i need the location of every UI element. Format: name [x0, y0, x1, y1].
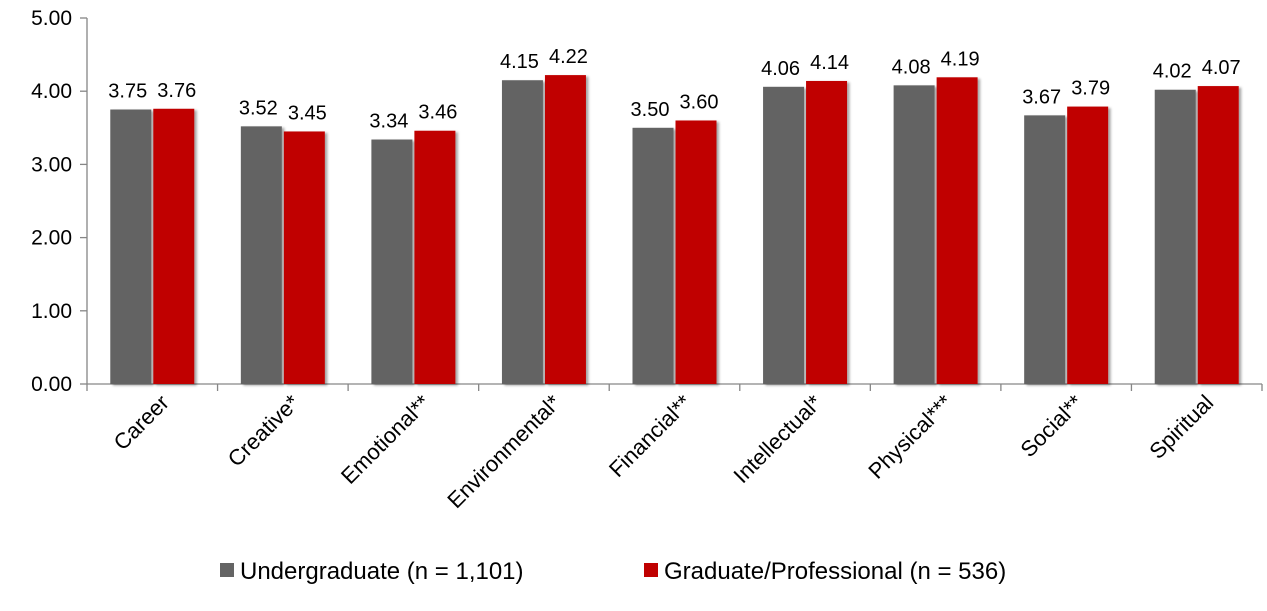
bar-undergraduate-0	[110, 109, 152, 384]
legend-label-graduate: Graduate/Professional (n = 536)	[664, 558, 1006, 585]
category-label: Spiritual	[1144, 390, 1218, 464]
y-axis: 0.00 1.00 2.00 3.00 4.00 5.00	[31, 7, 88, 396]
data-label: 4.06	[761, 58, 800, 80]
legend-swatch-undergraduate	[220, 563, 234, 577]
bar-graduate-7	[1067, 106, 1109, 385]
data-label: 3.79	[1071, 78, 1110, 100]
bar-graduate-3	[544, 75, 586, 384]
bar-undergraduate-4	[632, 127, 674, 385]
bar-undergraduate-7	[1024, 115, 1066, 384]
category-label: Environmental*	[442, 390, 565, 513]
category-labels-group: Career Creative* Emotional** Environmental*…	[109, 390, 1219, 513]
legend: Undergraduate (n = 1,101) Graduate/Profes…	[220, 558, 1006, 585]
bar-undergraduate-2	[371, 139, 413, 384]
bar-undergraduate-8	[1154, 89, 1196, 385]
category-label: Creative*	[223, 390, 305, 472]
data-label: 4.22	[549, 46, 588, 68]
bar-graduate-2	[414, 130, 456, 384]
legend-label-undergraduate: Undergraduate (n = 1,101)	[240, 558, 524, 585]
category-label: Social**	[1016, 390, 1088, 462]
bar-undergraduate-6	[893, 85, 935, 385]
category-label: Career	[109, 390, 174, 455]
data-label: 4.14	[810, 52, 849, 74]
bar-undergraduate-1	[240, 126, 282, 384]
category-label: Financial**	[604, 390, 696, 482]
data-label: 3.60	[680, 91, 719, 113]
data-label: 4.08	[892, 56, 931, 78]
data-label: 4.07	[1202, 57, 1241, 79]
data-label: 3.76	[157, 80, 196, 102]
category-label: Intellectual*	[728, 390, 826, 488]
bar-undergraduate-5	[763, 86, 805, 385]
y-tick-label: 0.00	[31, 373, 72, 396]
y-tick-label: 3.00	[31, 153, 72, 176]
data-label: 3.52	[239, 97, 278, 119]
data-label: 4.02	[1153, 61, 1192, 83]
bar-graduate-6	[936, 77, 978, 385]
y-tick-label: 1.00	[31, 300, 72, 323]
data-label: 3.67	[1022, 86, 1061, 108]
data-labels-group: 3.75 3.76 3.52 3.45 3.34 3.46 4.15 4.22 3.50 3.60…	[108, 46, 1240, 132]
bar-graduate-8	[1197, 86, 1239, 385]
data-label: 3.46	[418, 102, 457, 124]
category-label: Emotional**	[336, 390, 435, 489]
bar-graduate-4	[675, 120, 717, 384]
data-label: 3.34	[369, 111, 408, 133]
y-tick-label: 2.00	[31, 227, 72, 250]
data-label: 3.45	[288, 102, 327, 124]
data-label: 4.15	[500, 51, 539, 73]
bar-undergraduate-3	[501, 80, 543, 384]
data-label: 3.75	[108, 81, 147, 103]
legend-swatch-graduate	[644, 563, 658, 577]
bar-graduate-0	[153, 108, 195, 384]
data-label: 4.19	[941, 48, 980, 70]
data-label: 3.50	[631, 99, 670, 121]
bar-graduate-1	[283, 131, 325, 384]
y-tick-label: 4.00	[31, 80, 72, 103]
category-label: Physical***	[863, 390, 957, 484]
y-tick-label: 5.00	[31, 7, 72, 30]
bar-graduate-5	[806, 80, 848, 385]
bars-group	[110, 75, 1239, 385]
x-axis	[86, 383, 1263, 391]
